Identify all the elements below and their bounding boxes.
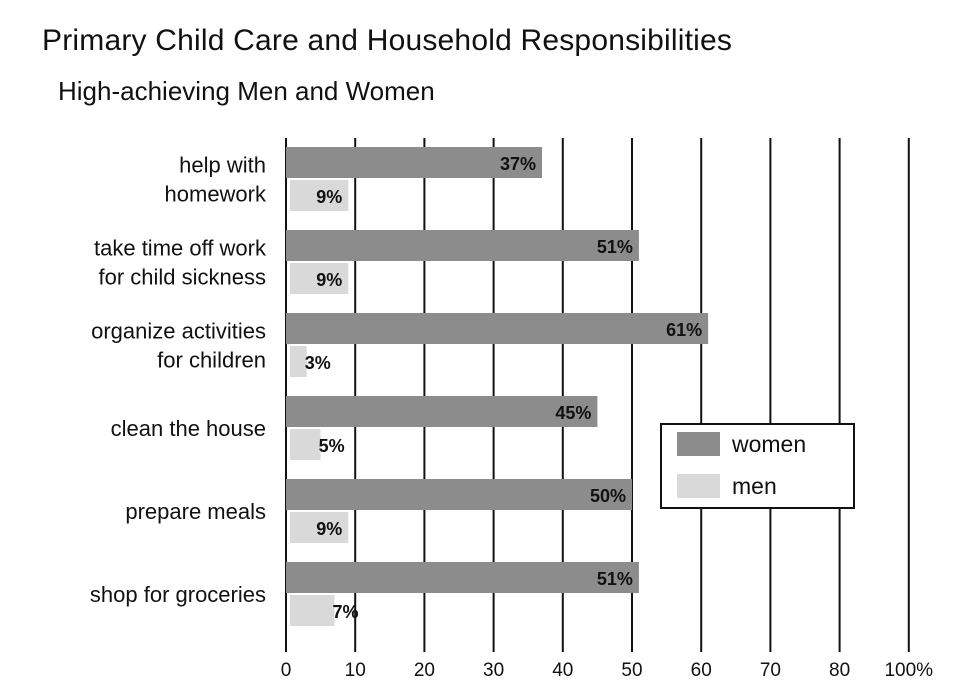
data-label: 45% xyxy=(555,403,591,423)
legend: women men xyxy=(660,423,855,509)
women-bar xyxy=(286,230,639,261)
x-tick-label: 80 xyxy=(829,660,850,681)
data-label: 51% xyxy=(597,569,633,589)
men-legend-label: men xyxy=(732,473,777,499)
x-tick-label: 20 xyxy=(414,660,435,681)
category-labels: help with homework take time off work for c… xyxy=(90,153,267,608)
women-bar xyxy=(286,396,598,427)
category-label: take time off work xyxy=(94,236,267,261)
data-label: 51% xyxy=(597,237,633,257)
data-label: 61% xyxy=(666,320,702,340)
x-axis-ticks: 0 10 20 30 40 50 60 70 80 100% xyxy=(281,660,933,681)
data-label: 50% xyxy=(590,486,626,506)
data-label: 37% xyxy=(500,154,536,174)
data-label: 9% xyxy=(316,270,342,290)
men-bar xyxy=(290,595,335,626)
category-label: homework xyxy=(165,182,267,207)
women-bar xyxy=(286,562,639,593)
category-label: clean the house xyxy=(111,416,266,441)
men-bar xyxy=(290,429,321,460)
women-bar xyxy=(286,147,543,178)
category-label: for children xyxy=(157,348,266,373)
women-bar xyxy=(286,313,709,344)
x-tick-label: 100% xyxy=(884,660,933,681)
data-label: 3% xyxy=(305,353,331,373)
x-tick-label: 30 xyxy=(483,660,504,681)
bars: 37% 9% 51% 9% 61% 3% 45% 5% 50% 9% 51% 7% xyxy=(286,147,709,626)
category-label: shop for groceries xyxy=(90,582,266,607)
men-bar xyxy=(290,263,349,294)
chart-title: Primary Child Care and Household Respons… xyxy=(42,24,733,57)
data-label: 7% xyxy=(332,602,358,622)
x-tick-label: 60 xyxy=(691,660,712,681)
men-bar xyxy=(290,180,349,211)
x-tick-label: 10 xyxy=(345,660,366,681)
data-label: 9% xyxy=(316,519,342,539)
women-legend-label: women xyxy=(731,431,806,457)
data-label: 5% xyxy=(319,436,345,456)
men-legend-swatch xyxy=(677,474,720,498)
x-tick-label: 70 xyxy=(760,660,781,681)
men-bar xyxy=(290,346,307,377)
data-label: 9% xyxy=(316,187,342,207)
x-tick-label: 40 xyxy=(552,660,573,681)
x-tick-label: 0 xyxy=(281,660,292,681)
chart-subtitle: High-achieving Men and Women xyxy=(58,76,435,106)
women-legend-swatch xyxy=(677,432,720,456)
women-bar xyxy=(286,479,632,510)
category-label: prepare meals xyxy=(125,499,266,524)
x-tick-label: 50 xyxy=(621,660,642,681)
category-label: organize activities xyxy=(91,319,266,344)
men-bar xyxy=(290,512,349,543)
category-label: for child sickness xyxy=(98,265,266,290)
category-label: help with xyxy=(179,153,266,178)
